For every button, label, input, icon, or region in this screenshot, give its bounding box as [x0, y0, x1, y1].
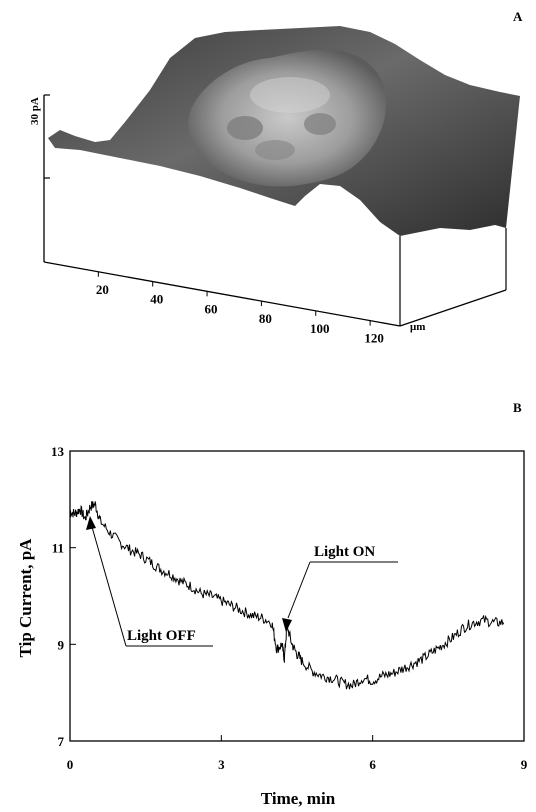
surface-dimple-2 [304, 113, 336, 135]
series-tip-current [69, 501, 505, 690]
x-tick-label: 3 [218, 757, 225, 772]
surface-highlight [250, 77, 330, 113]
y-axis-title: Tip Current, pA [16, 538, 35, 658]
x-tick-label-a: 60 [205, 301, 218, 316]
x-axis-line-a [43, 261, 401, 327]
surface-dimple-1 [227, 116, 263, 140]
annotation-light-off-text: Light OFF [127, 628, 196, 644]
plot-frame [69, 450, 525, 742]
surface-dimple-3 [255, 140, 295, 160]
x-tick-label-a: 20 [96, 282, 109, 297]
x-ticks-a: 20 40 60 80 100 120 [96, 271, 384, 346]
panel-a-label: A [513, 9, 523, 24]
z-scale-label: 30 pA [29, 97, 41, 125]
x-ticks: 0 3 6 9 [67, 735, 528, 772]
annotation-light-on: Light ON [282, 544, 398, 632]
x-unit-label: μm [410, 321, 425, 333]
right-depth-edge [399, 289, 507, 327]
x-tick-label: 6 [369, 757, 376, 772]
panel-a: A 30 pA 20 40 60 80 100 120 μm [29, 9, 523, 346]
x-tick-label: 9 [521, 757, 528, 772]
x-axis-title: Time, min [261, 789, 336, 808]
panel-b-label: B [513, 400, 522, 415]
y-ticks: 7 9 11 13 [51, 444, 76, 749]
x-tick-label: 0 [67, 757, 74, 772]
x-tick-label-a: 100 [310, 321, 330, 336]
annotation-light-on-text: Light ON [314, 544, 375, 560]
y-tick-label: 11 [52, 541, 64, 556]
y-tick-label: 9 [58, 637, 65, 652]
x-tick-label-a: 120 [364, 331, 384, 346]
annotation-light-off: Light OFF [86, 516, 213, 647]
x-tick-label-a: 40 [150, 292, 163, 307]
y-tick-label: 13 [51, 444, 65, 459]
x-tick-label-a: 80 [259, 311, 272, 326]
y-tick-label: 7 [58, 734, 65, 749]
surface-cell-bump [188, 49, 387, 187]
